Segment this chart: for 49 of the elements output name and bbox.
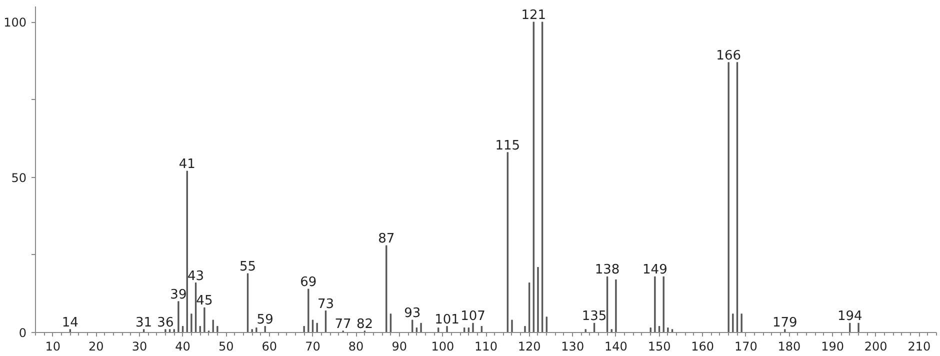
x-tick-label: 140	[604, 340, 628, 354]
x-tick-label: 80	[348, 340, 364, 354]
annotation: 138	[594, 262, 620, 278]
x-tick-label: 110	[474, 340, 498, 354]
annotation: 41	[178, 157, 196, 172]
x-tick-label: 160	[691, 340, 714, 354]
annotation: 87	[378, 232, 395, 247]
annotation: 45	[196, 294, 213, 309]
x-tick-label: 120	[518, 340, 541, 354]
x-tick-label: 40	[175, 340, 190, 354]
annotation: 69	[300, 275, 317, 290]
annotation: 39	[170, 287, 187, 302]
x-tick-label: 30	[132, 340, 148, 354]
annotation: 14	[62, 315, 78, 330]
x-tick-label: 190	[821, 340, 844, 354]
x-tick-label: 60	[262, 340, 278, 354]
annotation: 101	[434, 312, 460, 328]
annotation: 82	[356, 316, 373, 332]
x-tick-label: 20	[88, 340, 104, 354]
annotation: 43	[188, 268, 204, 284]
annotation: 115	[495, 138, 520, 154]
annotation: 135	[582, 309, 607, 324]
y-tick-label: 0	[18, 326, 27, 340]
annotation: 179	[772, 315, 798, 330]
x-tick-label: 50	[218, 340, 234, 354]
annotation: 93	[404, 306, 421, 322]
x-tick-label: 150	[648, 340, 671, 354]
annotation: 73	[317, 296, 334, 312]
annotation: 166	[716, 48, 741, 64]
annotation: 121	[521, 8, 546, 24]
x-tick-label: 210	[908, 340, 931, 354]
annotation: 149	[642, 262, 668, 278]
x-tick-label: 180	[778, 340, 801, 354]
annotation: 77	[334, 316, 352, 332]
x-tick-label: 100	[431, 340, 454, 354]
y-tick-label: 100	[4, 16, 26, 30]
y-tick-label: 50	[11, 170, 27, 185]
annotation: 36	[157, 315, 174, 330]
x-tick-label: 170	[734, 340, 758, 354]
annotation: 55	[239, 260, 256, 275]
annotation: 107	[460, 309, 486, 324]
annotation: 31	[136, 315, 152, 330]
x-tick-label: 10	[45, 340, 60, 354]
x-tick-label: 90	[392, 340, 408, 354]
x-tick-label: 200	[864, 340, 888, 354]
annotation: 194	[837, 309, 862, 324]
x-tick-label: 70	[305, 340, 320, 354]
x-tick-label: 130	[561, 340, 584, 354]
annotation: 59	[256, 312, 274, 328]
